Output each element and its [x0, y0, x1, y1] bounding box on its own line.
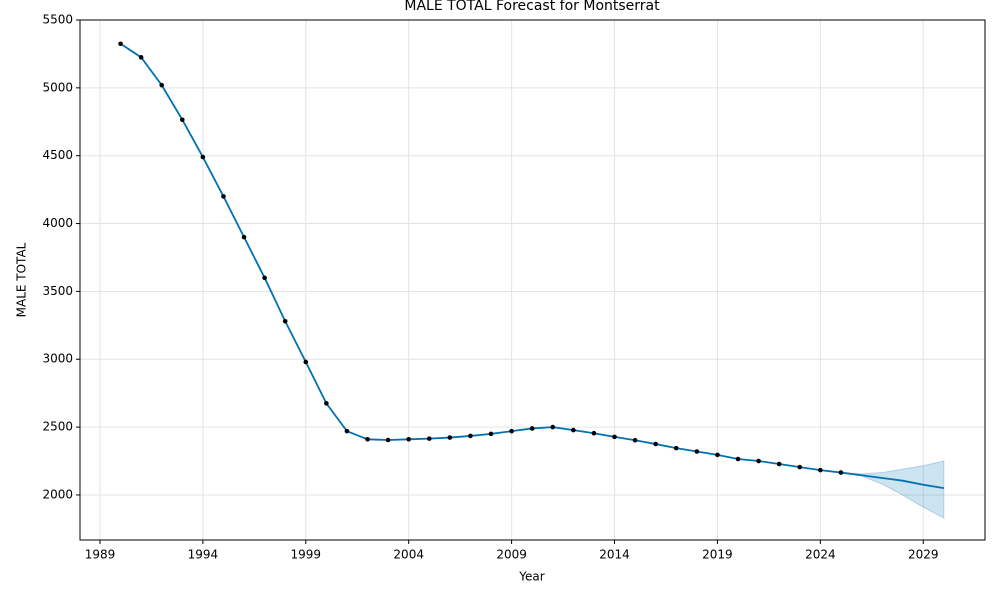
data-point — [797, 464, 803, 470]
x-tick-label: 2019 — [702, 548, 733, 562]
plot-frame — [79, 19, 986, 541]
data-point — [385, 437, 391, 443]
data-point — [468, 433, 473, 439]
data-point — [138, 55, 144, 60]
y-tick-label: 5000 — [42, 80, 73, 94]
data-point — [200, 154, 206, 160]
data-point — [221, 194, 226, 199]
x-tick-label: 1989 — [85, 548, 116, 562]
x-tick-label: 2024 — [805, 548, 836, 562]
data-point — [776, 461, 782, 467]
chart-title: MALE TOTAL Forecast for Montserrat — [404, 0, 660, 14]
data-point — [591, 430, 597, 436]
y-tick-label: 2000 — [42, 487, 73, 501]
data-point — [324, 401, 329, 406]
data-point — [632, 437, 638, 443]
data-point — [612, 434, 617, 440]
data-point — [653, 441, 658, 447]
y-tick-label: 3500 — [42, 284, 73, 298]
data-point — [406, 437, 411, 442]
data-point — [529, 426, 535, 431]
data-point — [262, 275, 267, 281]
data-point — [365, 437, 370, 442]
data-point — [550, 424, 556, 430]
y-tick-label: 3000 — [42, 352, 73, 366]
x-axis-label: Year — [518, 570, 544, 584]
data-point — [509, 428, 514, 434]
y-tick-label: 4500 — [42, 148, 73, 162]
data-point — [241, 234, 247, 240]
x-tick-label: 2009 — [496, 548, 527, 562]
data-point — [673, 445, 679, 451]
data-point — [735, 456, 741, 462]
x-tick-label: 2004 — [393, 548, 424, 562]
x-tick-label: 2029 — [908, 548, 939, 562]
data-point — [818, 467, 823, 473]
x-tick-label: 2014 — [599, 548, 630, 562]
data-point — [344, 428, 350, 434]
data-point — [303, 359, 309, 365]
data-point — [447, 435, 453, 440]
y-tick-label: 2500 — [42, 420, 73, 434]
data-point — [159, 82, 165, 88]
data-point — [756, 458, 761, 464]
data-point — [694, 449, 700, 454]
data-point — [571, 427, 576, 433]
y-axis-label: MALE TOTAL — [15, 242, 29, 317]
data-point — [488, 431, 494, 437]
data-point — [715, 452, 720, 458]
data-point — [838, 470, 844, 475]
y-tick-label: 5500 — [42, 13, 73, 27]
x-tick-label: 1994 — [188, 548, 219, 562]
y-tick-label: 4000 — [42, 216, 73, 230]
x-tick-label: 1999 — [291, 548, 322, 562]
data-point — [118, 41, 123, 47]
forecast-band — [840, 460, 945, 519]
data-point — [282, 318, 288, 324]
data-point — [179, 117, 185, 123]
data-point — [426, 436, 432, 441]
